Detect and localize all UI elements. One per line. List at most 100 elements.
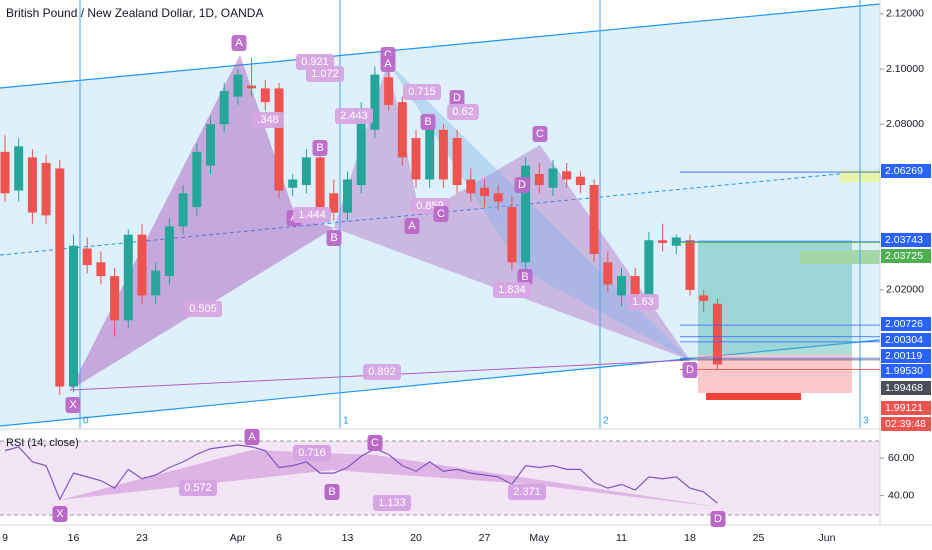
cycle-label: 0 (83, 416, 89, 427)
annotation: D (714, 513, 722, 525)
annotation-box (65, 397, 81, 413)
annotation-box (532, 126, 548, 142)
annotation-box (293, 445, 331, 461)
annotation-box (508, 484, 546, 500)
candle-body (630, 276, 640, 301)
annotation: C (371, 437, 379, 449)
candle-body (356, 110, 366, 186)
rsi-title: RSI (14, close) (6, 437, 79, 449)
cycle-label: 3 (863, 416, 869, 427)
candle-body (685, 240, 695, 290)
candle-body (466, 179, 476, 194)
pattern (388, 62, 690, 360)
annotation: 1.133 (378, 497, 406, 509)
annotation: 0.572 (184, 482, 212, 494)
candle-body (644, 240, 654, 299)
candle-body (14, 146, 24, 191)
price-badge (881, 317, 931, 331)
annotation-box (312, 140, 328, 156)
annotation: B (328, 486, 335, 498)
annotation-box (252, 112, 284, 128)
annotation: X (69, 399, 77, 411)
price-badge (881, 164, 931, 178)
candle-body (301, 157, 311, 186)
candle-body (452, 138, 462, 186)
annotation-box (306, 66, 344, 82)
annotation-box (326, 230, 342, 246)
annotation: 0.892 (368, 366, 396, 378)
annotation: 1.63 (632, 296, 653, 308)
annotation: B (521, 271, 528, 283)
annotation-box (335, 108, 373, 124)
y-tick-label: 2.08000 (886, 118, 924, 130)
annotation: 2.443 (340, 110, 368, 122)
candle-body (123, 234, 133, 321)
y-tick-label: 2.10000 (886, 63, 924, 75)
candle-body (0, 151, 10, 194)
price-badge-label: 2.03725 (885, 250, 923, 262)
annotation: D (686, 364, 694, 376)
annotation: 1.072 (311, 68, 339, 80)
candle-body (493, 193, 503, 202)
annotation: D (518, 179, 526, 191)
marker (706, 393, 801, 400)
price-badge-label: 1.99121 (885, 402, 923, 414)
chart-title: British Pound / New Zealand Dollar, 1D, … (6, 6, 263, 20)
annotation-box (367, 435, 383, 451)
candle-body (548, 168, 558, 188)
candle-body (384, 77, 394, 105)
candle-body (164, 226, 174, 277)
candle-body (219, 91, 229, 125)
candle-body (562, 171, 572, 180)
candle-body (110, 276, 120, 321)
annotation: A (235, 37, 243, 49)
rsi-line (4, 444, 718, 504)
candle-body (206, 124, 215, 166)
x-tick-label: Apr (230, 532, 247, 544)
candle-body (192, 151, 202, 208)
annotation-box (404, 218, 420, 234)
annotation-box (324, 484, 340, 500)
candle-body (260, 88, 270, 103)
candle-body (411, 138, 421, 180)
x-tick-label: 23 (136, 532, 148, 544)
annotation: 0.62 (452, 106, 473, 118)
candle-body (96, 262, 106, 277)
annotation-box (710, 511, 726, 527)
x-tick-label: 20 (410, 532, 422, 544)
y-tick-label: 40.00 (888, 489, 914, 501)
rsi-pattern (60, 450, 718, 507)
price-badge (881, 249, 931, 263)
annotation: A (384, 58, 392, 70)
channel-top (0, 3, 881, 89)
x-tick-label: 16 (68, 532, 80, 544)
annotation-box (433, 206, 449, 222)
candle-body (507, 207, 517, 263)
x-tick-label: 25 (753, 532, 765, 544)
x-tick-label: 11 (616, 532, 627, 544)
annotation-box (179, 480, 217, 496)
candle-body (55, 168, 65, 387)
price-axis (880, 0, 932, 550)
y-tick-label: 2.12000 (886, 8, 924, 20)
annotation-box (449, 90, 465, 106)
candle-body (617, 276, 626, 296)
annotation: X (56, 508, 64, 520)
candle-body (343, 179, 352, 213)
candle-body (274, 88, 284, 191)
annotation-box (517, 269, 533, 285)
annotation-box (682, 362, 698, 378)
annotation: C (384, 49, 392, 61)
annotation: C (536, 128, 544, 140)
candle-body (658, 240, 668, 243)
annotation-box (403, 84, 441, 100)
candle-body (137, 234, 147, 296)
candle-body (438, 129, 448, 180)
annotation-box (420, 114, 436, 130)
candle-body (370, 74, 380, 130)
x-tick-label: May (529, 532, 550, 544)
price-badge-label: 2.00726 (885, 318, 923, 330)
annotation-box (293, 207, 331, 223)
cycle-label: 1 (343, 416, 349, 427)
annotation-box (184, 301, 222, 317)
